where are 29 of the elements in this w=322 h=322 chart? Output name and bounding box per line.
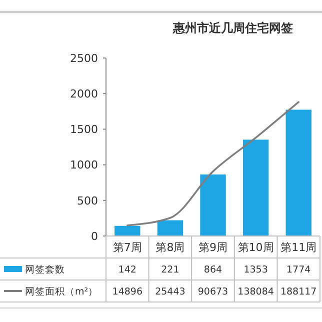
data-label: 864: [204, 264, 222, 276]
data-label: 1774: [286, 264, 311, 276]
data-label: 221: [161, 264, 180, 276]
data-label: 14896: [112, 286, 143, 298]
bar: [157, 220, 184, 236]
x-tick-label: 第7周: [112, 240, 142, 254]
x-tick-label: 第9周: [198, 240, 228, 254]
bar: [200, 174, 226, 236]
y-tick-label: 0: [91, 230, 98, 243]
chart-title: 惠州市近几周住宅网签: [172, 21, 293, 35]
data-label: 188117: [280, 286, 317, 298]
y-tick-label: 1500: [70, 123, 98, 136]
data-label: 25443: [155, 286, 186, 298]
y-tick-label: 500: [77, 194, 98, 208]
data-label: 90673: [198, 286, 228, 298]
legend-label: 网签套数: [25, 263, 65, 276]
y-tick-label: 1000: [70, 158, 98, 172]
x-tick-label: 第8周: [156, 240, 185, 254]
bar: [242, 140, 269, 236]
data-label: 1353: [244, 264, 268, 276]
bar: [114, 226, 140, 236]
bar: [286, 110, 312, 236]
y-tick-label: 2500: [70, 52, 98, 65]
x-tick-label: 第11周: [280, 240, 317, 254]
x-tick-label: 第10周: [238, 240, 274, 254]
y-tick-label: 2000: [70, 87, 98, 100]
data-label: 138084: [238, 286, 274, 298]
data-label: 142: [118, 264, 136, 276]
legend-label: 网签面积（m²）: [25, 286, 98, 298]
